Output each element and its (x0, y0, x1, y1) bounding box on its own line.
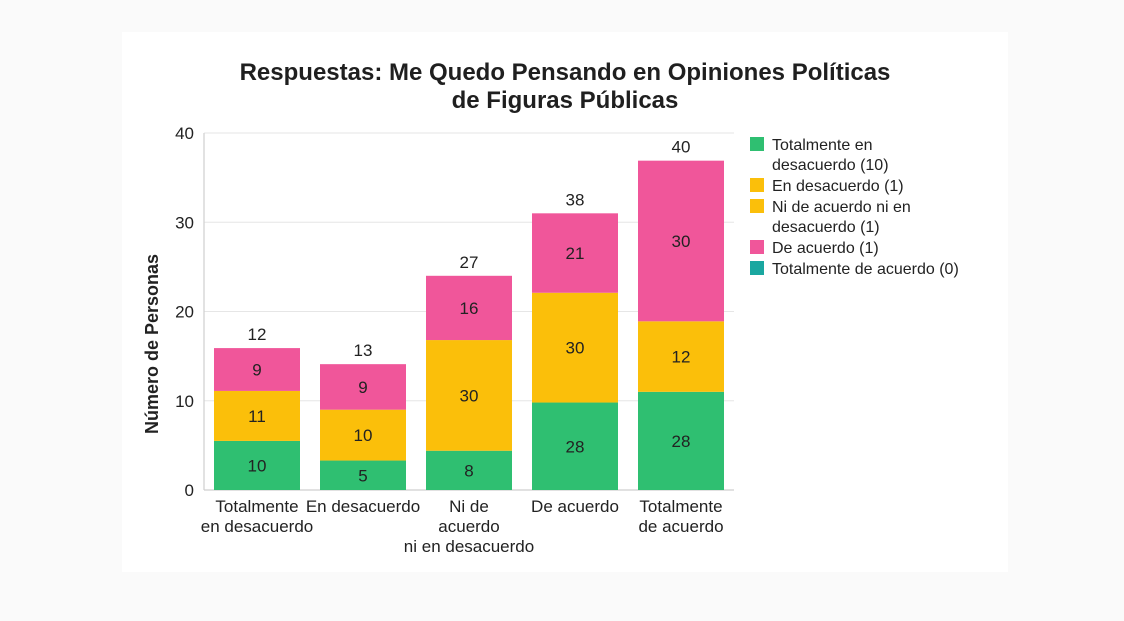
bar-total-label: 40 (672, 138, 691, 157)
legend-swatch (750, 261, 764, 275)
bar-segment (426, 340, 512, 451)
x-category-label: de acuerdo (638, 517, 723, 536)
segment-value-label: 28 (672, 432, 691, 451)
bar-segment (532, 292, 618, 403)
legend-label: desacuerdo (1) (772, 219, 880, 236)
segment-value-label: 30 (460, 386, 479, 405)
bar-segment (320, 409, 406, 461)
segment-value-label: 9 (252, 361, 261, 380)
bar-segment (320, 460, 406, 490)
bar-segment (320, 364, 406, 410)
bar-segment (214, 348, 300, 391)
legend-label: En desacuerdo (1) (772, 178, 904, 195)
bar-segment (214, 390, 300, 441)
segment-value-label: 12 (672, 348, 691, 367)
legend-swatch (750, 199, 764, 213)
segment-value-label: 10 (354, 426, 373, 445)
legend-label: De acuerdo (1) (772, 240, 879, 257)
segment-value-label: 10 (248, 456, 267, 475)
bar-segment (638, 321, 724, 392)
legend-label: desacuerdo (10) (772, 157, 889, 174)
legend: Totalmente en desacuerdo (10) En desacuerd… (750, 137, 959, 278)
bar-total-label: 38 (566, 190, 585, 209)
segment-value-label: 30 (566, 339, 585, 358)
y-tick-label: 10 (175, 392, 194, 411)
segment-value-label: 30 (672, 232, 691, 251)
x-category-label: ni en desacuerdo (404, 537, 534, 556)
legend-swatch (750, 240, 764, 254)
chart-title-line-2: de Figuras Públicas (452, 87, 679, 114)
stacked-bar-chart: Respuestas: Me Quedo Pensando en Opinion… (142, 59, 959, 556)
y-axis-label: Número de Personas (142, 254, 162, 434)
bar-segment (638, 391, 724, 490)
segment-value-label: 5 (358, 466, 367, 485)
segment-value-label: 16 (460, 299, 479, 318)
x-category-label: Totalmente (639, 497, 722, 516)
x-category-label: Totalmente (215, 497, 298, 516)
bar-segment (426, 275, 512, 341)
x-category-label: Ni de (449, 497, 489, 516)
legend-swatch (750, 137, 764, 151)
legend-swatch (750, 178, 764, 192)
y-tick-label: 20 (175, 303, 194, 322)
bar-segment (532, 213, 618, 293)
legend-label: Totalmente de acuerdo (0) (772, 261, 959, 278)
x-category-label: En desacuerdo (306, 497, 420, 516)
y-tick-label: 40 (175, 124, 194, 143)
bar-total-label: 13 (354, 341, 373, 360)
segment-value-label: 21 (566, 244, 585, 263)
bar-segment (638, 160, 724, 322)
segment-value-label: 28 (566, 437, 585, 456)
chart-title-line-1: Respuestas: Me Quedo Pensando en Opinion… (240, 59, 891, 86)
x-category-label: en desacuerdo (201, 517, 313, 536)
bar-segment (214, 440, 300, 490)
segment-value-label: 8 (464, 461, 473, 480)
bar-segment (532, 402, 618, 490)
legend-label: Ni de acuerdo ni en (772, 199, 911, 216)
bar-total-label: 27 (460, 253, 479, 272)
bar-segment (426, 450, 512, 490)
segment-value-label: 9 (358, 378, 367, 397)
y-tick-label: 0 (185, 481, 194, 500)
y-tick-label: 30 (175, 213, 194, 232)
x-category-label: acuerdo (438, 517, 499, 536)
chart-card: Respuestas: Me Quedo Pensando en Opinion… (122, 32, 1008, 572)
segment-value-label: 11 (248, 407, 266, 426)
legend-label: Totalmente en (772, 137, 873, 154)
bar-total-label: 12 (248, 325, 267, 344)
x-category-label: De acuerdo (531, 497, 619, 516)
